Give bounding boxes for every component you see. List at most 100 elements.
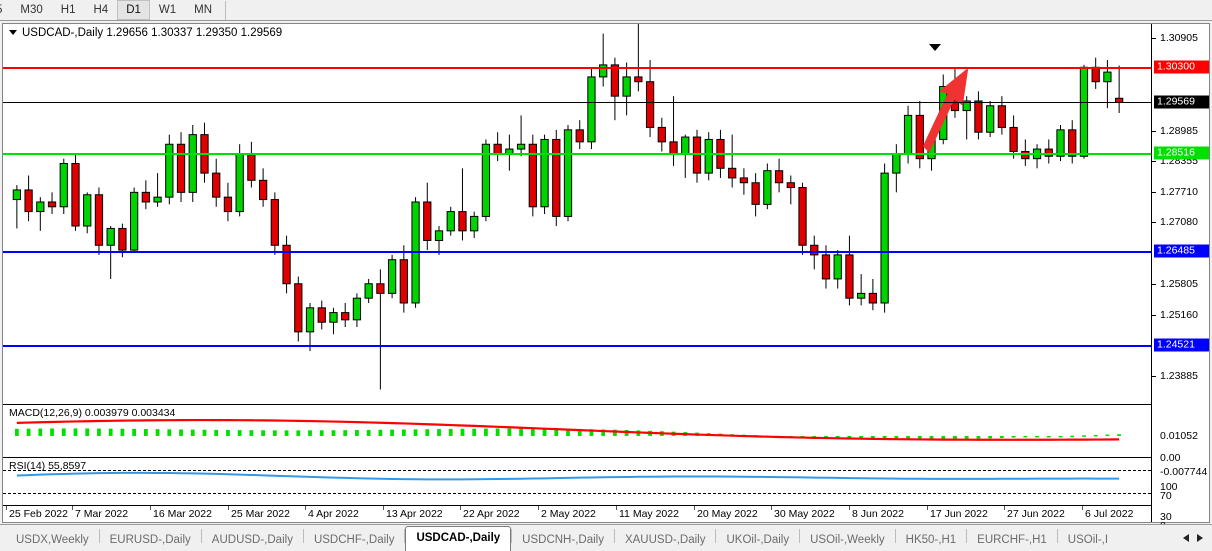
x-axis-label: 20 May 2022 [697, 508, 758, 520]
x-axis-label: 27 Jun 2022 [1007, 508, 1065, 520]
price-level-line-1.26485[interactable] [3, 250, 1151, 253]
x-axis-tick [305, 506, 306, 510]
price-tick [1152, 222, 1156, 224]
x-axis-label: 22 Apr 2022 [463, 508, 520, 520]
macd-scale-zero: 0.00 [1160, 452, 1181, 464]
price-scale[interactable]: 1.30905 1.28985 1.28355 1.27710 1.27080 1.258… [1151, 24, 1209, 532]
x-axis-tick [771, 506, 772, 510]
x-axis-label: 8 Jun 2022 [852, 508, 904, 520]
timeframe-m30[interactable]: M30 [20, 4, 43, 16]
x-axis-tick [538, 506, 539, 510]
tab-nav-buttons [1179, 524, 1212, 551]
macd-pane[interactable]: MACD(12,26,9) 0.003979 0.003434 [3, 406, 1151, 458]
x-axis-tick [694, 506, 695, 510]
pane-divider-2 [3, 457, 1151, 458]
chart-tab-usoil-i[interactable]: USOil-,I [1067, 534, 1109, 546]
x-axis-label: 25 Mar 2022 [231, 508, 290, 520]
price-tick [1152, 191, 1156, 193]
rsi-level-70 [3, 470, 1151, 471]
price-tick [1152, 38, 1156, 40]
x-axis-label: 16 Mar 2022 [153, 508, 212, 520]
price-tick [1152, 160, 1156, 162]
x-axis-tick [228, 506, 229, 510]
rsi-scale-100: 100 [1160, 481, 1178, 493]
x-axis-label: 4 Apr 2022 [308, 508, 359, 520]
macd-scale-bottom: -0.007744 [1160, 466, 1208, 478]
timeframe-mn[interactable]: MN [194, 4, 213, 16]
tab-separator [302, 528, 304, 543]
scroll-left-button[interactable] [1179, 528, 1193, 548]
price-tag-level[interactable]: 1.24521 [1154, 338, 1209, 352]
chart-tab-ukoil-daily[interactable]: UKOil-,Daily [726, 534, 790, 546]
x-axis-tick [849, 506, 850, 510]
tab-separator [200, 528, 202, 543]
rsi-pane[interactable]: RSI(14) 55,8597 [3, 459, 1151, 504]
collapse-triangle-icon[interactable] [9, 30, 17, 36]
x-axis-label: 17 Jun 2022 [930, 508, 988, 520]
x-axis-tick [616, 506, 617, 510]
x-axis-label: 7 Mar 2022 [75, 508, 129, 520]
price-tick [1152, 375, 1156, 377]
chart-tab-eurusd-daily[interactable]: EURUSD-,Daily [109, 534, 191, 546]
tab-separator [98, 528, 100, 543]
price-tag-last-price[interactable]: 1.29569 [1154, 95, 1209, 109]
price-level-line-1.28516[interactable] [3, 153, 1151, 156]
price-tick-label: 1.30905 [1160, 32, 1198, 45]
timeframe-d1[interactable]: D1 [117, 0, 150, 20]
rsi-level-30 [3, 493, 1151, 494]
price-level-line-1.303[interactable] [3, 67, 1151, 70]
tab-separator [613, 528, 615, 543]
tab-separator [966, 528, 968, 543]
toolbar-divider [225, 0, 227, 20]
x-axis-tick [460, 506, 461, 510]
x-axis-tick [1004, 506, 1005, 510]
chart-tab-eurchf-h1[interactable]: EURCHF-,H1 [977, 534, 1047, 546]
chart-tab-usdcnh-daily[interactable]: USDCNH-,Daily [522, 534, 604, 546]
tab-separator [404, 528, 406, 543]
rsi-scale-30: 30 [1160, 511, 1172, 523]
chart-frame[interactable]: USDCAD-,Daily 1.29656 1.30337 1.29350 1.… [2, 23, 1210, 532]
rsi-scale-70: 70 [1160, 490, 1172, 502]
price-tag-resistance[interactable]: 1.30300 [1154, 60, 1209, 74]
x-axis-label: 6 Jul 2022 [1085, 508, 1134, 520]
x-axis-label: 13 Apr 2022 [386, 508, 443, 520]
pane-divider-1 [3, 404, 1151, 405]
price-level-line-1.24521[interactable] [3, 345, 1151, 348]
x-axis-label: 11 May 2022 [619, 508, 679, 520]
price-level-line-1.29569[interactable] [3, 102, 1151, 104]
chart-tab-hk50-h1[interactable]: HK50-,H1 [905, 534, 957, 546]
price-tag-support[interactable]: 1.28516 [1154, 146, 1209, 160]
timeframe-5[interactable]: 5 [0, 0, 11, 20]
chart-tabs[interactable]: USDX,Weekly EURUSD-,Daily AUDUSD-,Daily USD… [0, 524, 1179, 551]
x-axis-tick [6, 506, 7, 510]
symbol-header: USDCAD-,Daily 1.29656 1.30337 1.29350 1.… [9, 27, 282, 39]
price-tick [1152, 130, 1156, 132]
chart-tab-usdx-weekly[interactable]: USDX,Weekly [16, 534, 89, 546]
price-tick-label: 1.27080 [1160, 216, 1198, 229]
timeframe-w1[interactable]: W1 [158, 4, 177, 16]
tab-separator [1056, 528, 1058, 543]
chart-tab-audusd-daily[interactable]: AUDUSD-,Daily [211, 534, 293, 546]
rsi-series [16, 471, 1120, 481]
x-axis-tick [927, 506, 928, 510]
chart-tab-usdchf-daily[interactable]: USDCHF-,Daily [313, 534, 395, 546]
macd-scale-top: 0.01052 [1160, 430, 1198, 442]
x-axis-label: 30 May 2022 [774, 508, 835, 520]
price-tag-level[interactable]: 1.26485 [1154, 244, 1209, 258]
price-tick-label: 1.25805 [1160, 277, 1198, 290]
timeframe-h4[interactable]: H4 [93, 4, 109, 16]
chart-tab-usoil-weekly[interactable]: USOil-,Weekly [810, 534, 885, 546]
tab-separator [511, 528, 513, 543]
chart-tab-xauusd-daily[interactable]: XAUUSD-,Daily [624, 534, 706, 546]
chart-tab-usdcad-daily[interactable]: USDCAD-,Daily [405, 526, 512, 551]
tab-separator [799, 528, 801, 543]
chart-tab-bar: USDX,Weekly EURUSD-,Daily AUDUSD-,Daily USD… [0, 524, 1212, 551]
x-axis-tick [150, 506, 151, 510]
price-tick-label: 1.28985 [1160, 124, 1198, 137]
x-axis-tick [72, 506, 73, 510]
price-pane[interactable]: USDCAD-,Daily 1.29656 1.30337 1.29350 1.… [3, 24, 1151, 404]
x-axis: 25 Feb 2022 7 Mar 2022 16 Mar 2022 25 Mar 2… [3, 505, 1151, 523]
timeframe-h1[interactable]: H1 [60, 4, 76, 16]
scroll-right-button[interactable] [1193, 528, 1207, 548]
x-axis-label: 25 Feb 2022 [9, 508, 68, 520]
